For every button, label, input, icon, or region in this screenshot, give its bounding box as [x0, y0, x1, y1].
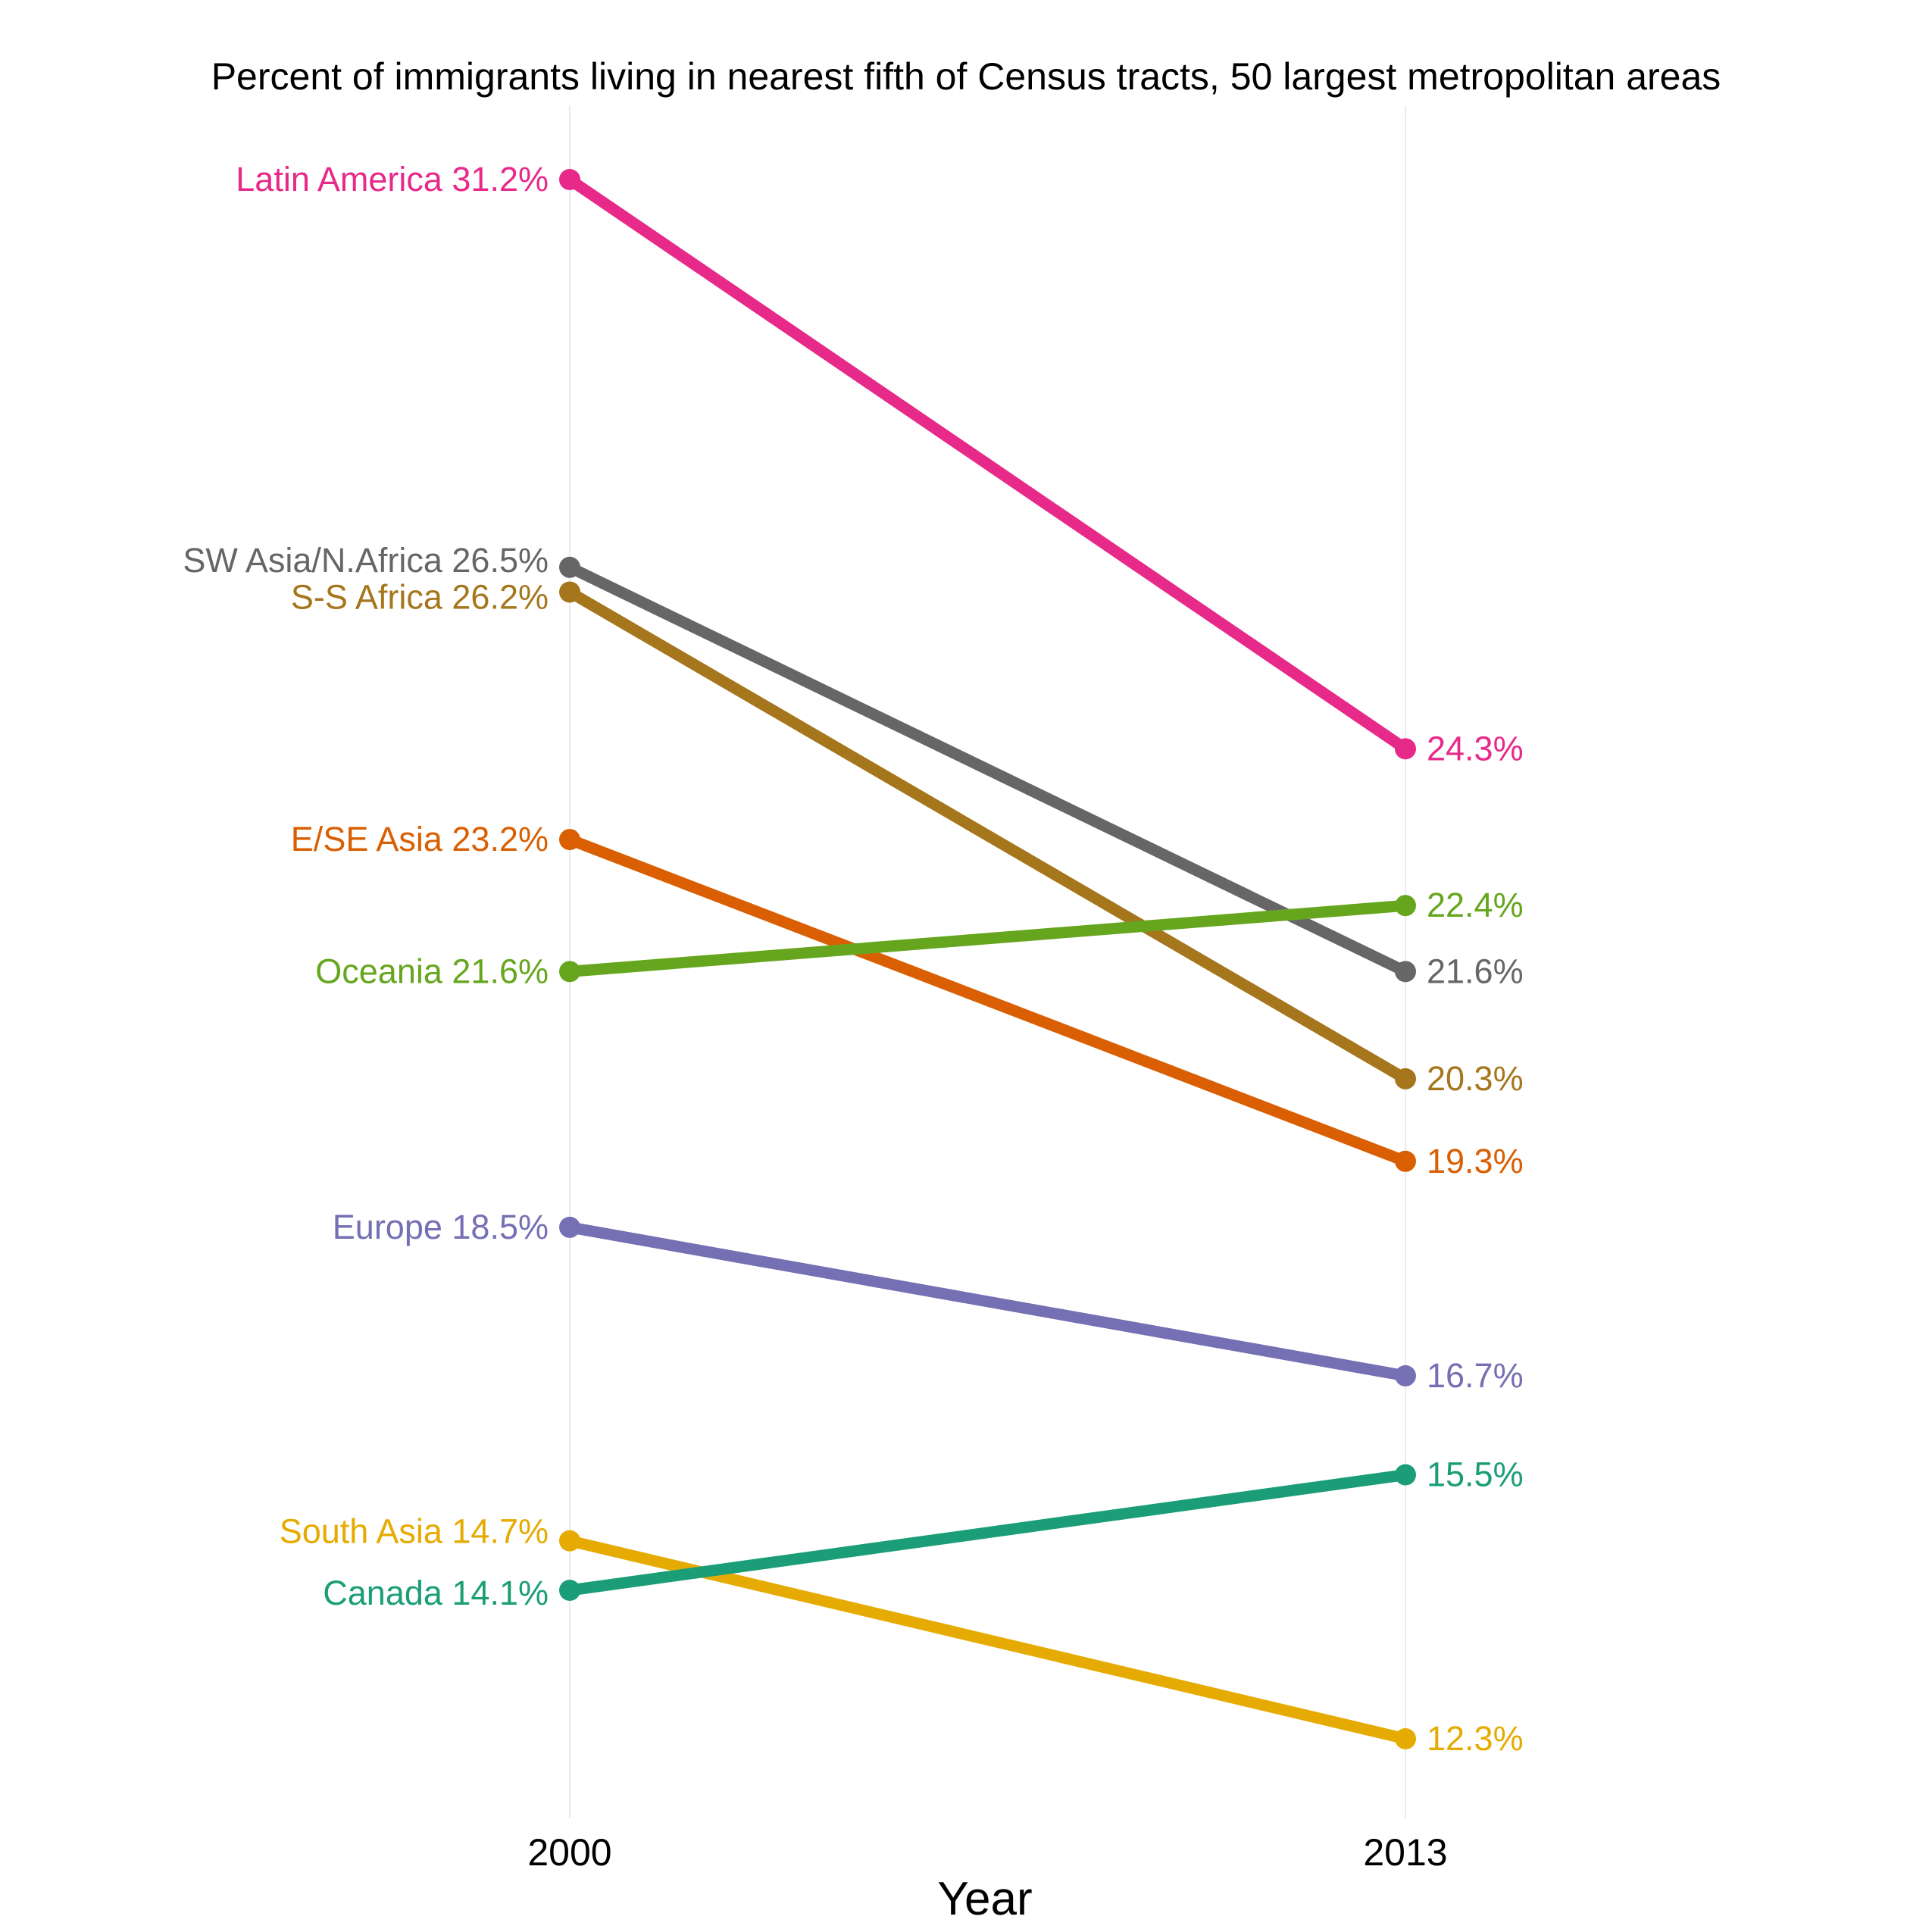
point-s-s-africa-2013	[1395, 1068, 1416, 1089]
label-start-south-asia: South Asia 14.7%	[280, 1512, 549, 1551]
series-line-latin-america	[564, 174, 1411, 755]
point-s-s-africa-2000	[559, 581, 580, 603]
x-tick-label-2000: 2000	[527, 1831, 611, 1874]
label-start-europe: Europe 18.5%	[333, 1208, 549, 1246]
series-line-canada	[564, 1469, 1411, 1596]
label-end-e-se-asia: 19.3%	[1427, 1142, 1524, 1180]
series-line-europe	[564, 1221, 1411, 1382]
series-line-sw-asia-n-africa	[564, 561, 1411, 977]
series-lines	[564, 174, 1411, 1745]
label-start-oceania: Oceania 21.6%	[315, 952, 549, 990]
point-canada-2013	[1395, 1464, 1416, 1486]
point-europe-2000	[559, 1216, 580, 1238]
point-oceania-2000	[559, 961, 580, 983]
point-sw-asia-n-africa-2013	[1395, 961, 1416, 983]
point-south-asia-2000	[559, 1530, 580, 1552]
label-start-e-se-asia: E/SE Asia 23.2%	[291, 820, 549, 858]
label-start-s-s-africa: S-S Africa 26.2%	[291, 577, 549, 616]
label-start-canada: Canada 14.1%	[323, 1574, 549, 1612]
series-line-s-s-africa	[564, 586, 1411, 1085]
label-end-sw-asia-n-africa: 21.6%	[1427, 952, 1524, 990]
point-sw-asia-n-africa-2000	[559, 556, 580, 578]
series-line-e-se-asia	[564, 833, 1411, 1168]
series-line-oceania	[564, 899, 1411, 977]
label-end-oceania: 22.4%	[1427, 886, 1524, 924]
x-tick-label-2013: 2013	[1363, 1831, 1447, 1874]
label-start-latin-america: Latin America 31.2%	[236, 160, 549, 199]
label-end-s-s-africa: 20.3%	[1427, 1059, 1524, 1098]
point-e-se-asia-2000	[559, 829, 580, 851]
point-canada-2000	[559, 1580, 580, 1601]
series-points	[559, 169, 1416, 1749]
x-axis-title: Year	[937, 1873, 1032, 1925]
point-latin-america-2000	[559, 169, 580, 190]
label-end-europe: 16.7%	[1427, 1356, 1524, 1395]
point-oceania-2013	[1395, 895, 1416, 917]
label-end-latin-america: 24.3%	[1427, 729, 1524, 767]
point-south-asia-2013	[1395, 1728, 1416, 1749]
x-axis-ticks: 2000 2013	[527, 1831, 1447, 1874]
chart-title: Percent of immigrants living in nearest …	[211, 55, 1721, 98]
point-latin-america-2013	[1395, 738, 1416, 760]
label-end-canada: 15.5%	[1427, 1455, 1524, 1494]
label-start-sw-asia-n-africa: SW Asia/N.Africa 26.5%	[183, 541, 549, 580]
point-europe-2013	[1395, 1365, 1416, 1386]
series-labels: Latin America 31.2% 24.3% SW Asia/N.Africa…	[183, 160, 1523, 1758]
point-e-se-asia-2013	[1395, 1150, 1416, 1172]
label-end-south-asia: 12.3%	[1427, 1719, 1524, 1758]
